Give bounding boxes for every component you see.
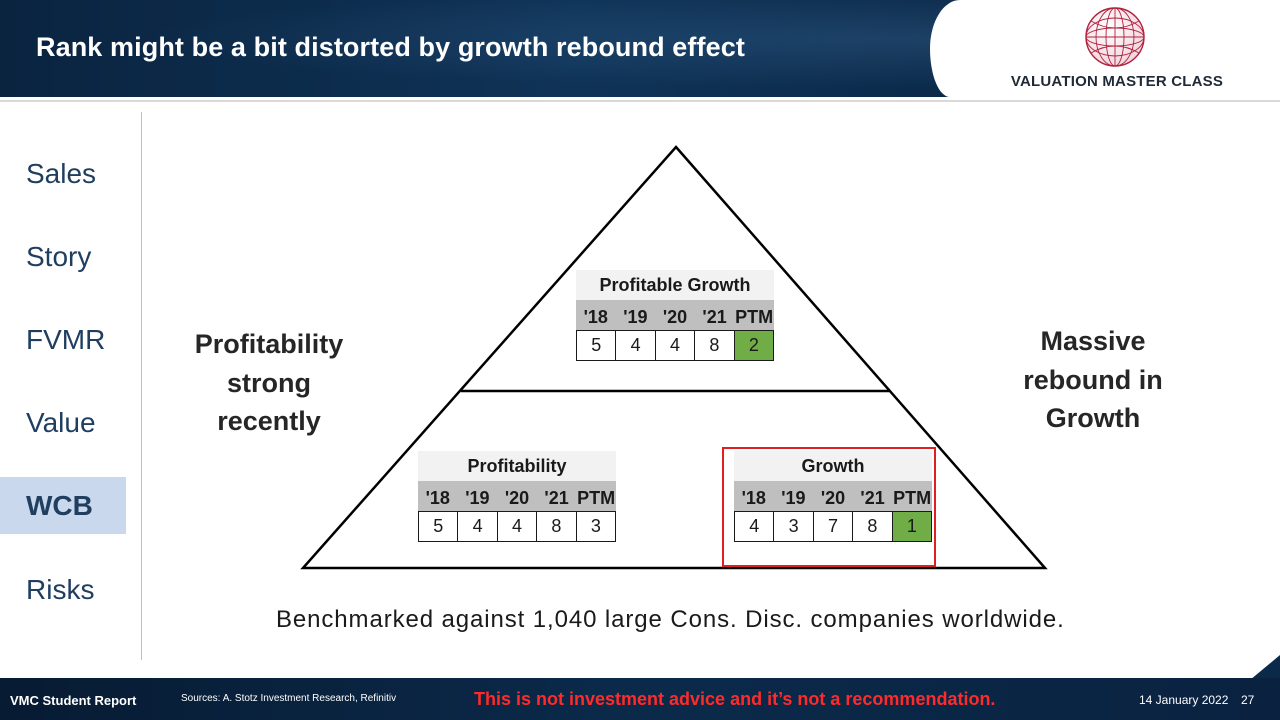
value-cell: 4: [496, 512, 536, 541]
sidebar-item-label: Sales: [26, 157, 97, 189]
pyramid-outline: [300, 145, 1048, 570]
page-number: 27: [1241, 693, 1255, 707]
footer-report-label: VMC Student Report: [10, 693, 137, 708]
sidebar-item-value[interactable]: Value: [0, 394, 126, 451]
benchmark-text: Benchmarked against 1,040 large Cons. Di…: [276, 606, 1065, 633]
logo-text: VALUATION MASTER CLASS: [1010, 73, 1224, 90]
value-cell: 4: [457, 512, 496, 541]
sidebar-item-label: Story: [26, 240, 92, 272]
sidebar-item-label: WCB: [26, 489, 93, 521]
table-value-row: 5 4 4 8 2: [576, 330, 774, 361]
growth-note-line: rebound in: [1023, 364, 1163, 395]
footer-corner-decoration: [1250, 655, 1280, 680]
footer-bar: [0, 678, 1280, 720]
table-year-row: '18 '19 '20 '21 PTM: [418, 481, 616, 511]
year-cell: '20: [820, 488, 846, 508]
table-title: Profitable Growth: [576, 270, 774, 300]
value-cell: 5: [591, 335, 602, 355]
footer-sources: Sources: A. Stotz Investment Research, R…: [181, 693, 397, 704]
value-cell-highlighted: 2: [733, 331, 774, 360]
sidebar-item-wcb[interactable]: WCB: [0, 477, 126, 534]
table-value-row: 4 3 7 8 1: [734, 511, 932, 542]
year-cell: '18: [741, 488, 766, 508]
year-cell: PTM: [577, 488, 616, 508]
profitability-note-line: recently: [217, 406, 321, 436]
year-cell: '21: [860, 488, 885, 508]
sidebar-item-label: Risks: [26, 573, 95, 605]
year-cell: '20: [662, 307, 688, 327]
table-year-row: '18 '19 '20 '21 PTM: [576, 300, 774, 330]
value-cell: 4: [654, 331, 694, 360]
growth-highlight-box: [722, 447, 936, 567]
sidebar-item-label: Value: [26, 406, 96, 438]
value-cell: 3: [575, 512, 615, 541]
year-cell: '20: [504, 488, 530, 508]
year-cell: '18: [425, 488, 450, 508]
header-divider: [0, 100, 1280, 102]
year-cell: '19: [623, 307, 648, 327]
growth-note-line: Growth: [1045, 403, 1141, 433]
sidebar-item-fvmr[interactable]: FVMR: [0, 311, 126, 368]
slide-title: Rank might be a bit distorted by growth …: [36, 32, 745, 62]
globe-icon: [1085, 7, 1145, 67]
year-cell: '21: [702, 307, 727, 327]
sidebar-item-sales[interactable]: Sales: [0, 145, 126, 202]
profitability-note: Profitability strong recently: [180, 325, 358, 441]
sidebar-item-story[interactable]: Story: [0, 228, 126, 285]
footer-disclaimer: This is not investment advice and it’s n…: [474, 689, 996, 709]
value-cell-highlighted: 1: [891, 512, 932, 541]
value-cell: 7: [812, 512, 852, 541]
value-cell: 3: [773, 512, 812, 541]
value-cell: 5: [433, 516, 444, 536]
year-cell: '21: [544, 488, 569, 508]
table-year-row: '18 '19 '20 '21 PTM: [734, 481, 932, 511]
table-value-row: 5 4 4 8 3: [418, 511, 616, 542]
year-cell: '18: [583, 307, 608, 327]
profitability-note-line: Profitability: [194, 329, 344, 359]
value-cell: 8: [694, 331, 733, 360]
year-cell: '19: [781, 488, 806, 508]
sidebar-divider: [141, 112, 142, 660]
value-cell: 8: [536, 512, 575, 541]
sidebar-item-risks[interactable]: Risks: [0, 561, 126, 618]
year-cell: PTM: [893, 488, 932, 508]
year-cell: PTM: [735, 307, 774, 327]
table-title: Profitability: [418, 451, 616, 481]
year-cell: '19: [465, 488, 490, 508]
value-cell: 4: [749, 516, 760, 536]
value-cell: 4: [615, 331, 654, 360]
growth-note: Massive rebound in Growth: [1008, 322, 1178, 438]
table-title: Growth: [734, 451, 932, 481]
growth-note-line: Massive: [1040, 326, 1146, 356]
profitable-growth-table: Profitable Growth '18 '19 '20 '21 PTM 5 …: [576, 270, 774, 361]
profitability-note-line: strong: [227, 367, 311, 398]
profitability-table: Profitability '18 '19 '20 '21 PTM 5 4 4 …: [418, 451, 616, 542]
sidebar-item-label: FVMR: [26, 323, 106, 355]
growth-table: Growth '18 '19 '20 '21 PTM 4 3 7 8 1: [734, 451, 932, 542]
footer-date: 14 January 2022: [1139, 693, 1229, 707]
value-cell: 8: [852, 512, 891, 541]
